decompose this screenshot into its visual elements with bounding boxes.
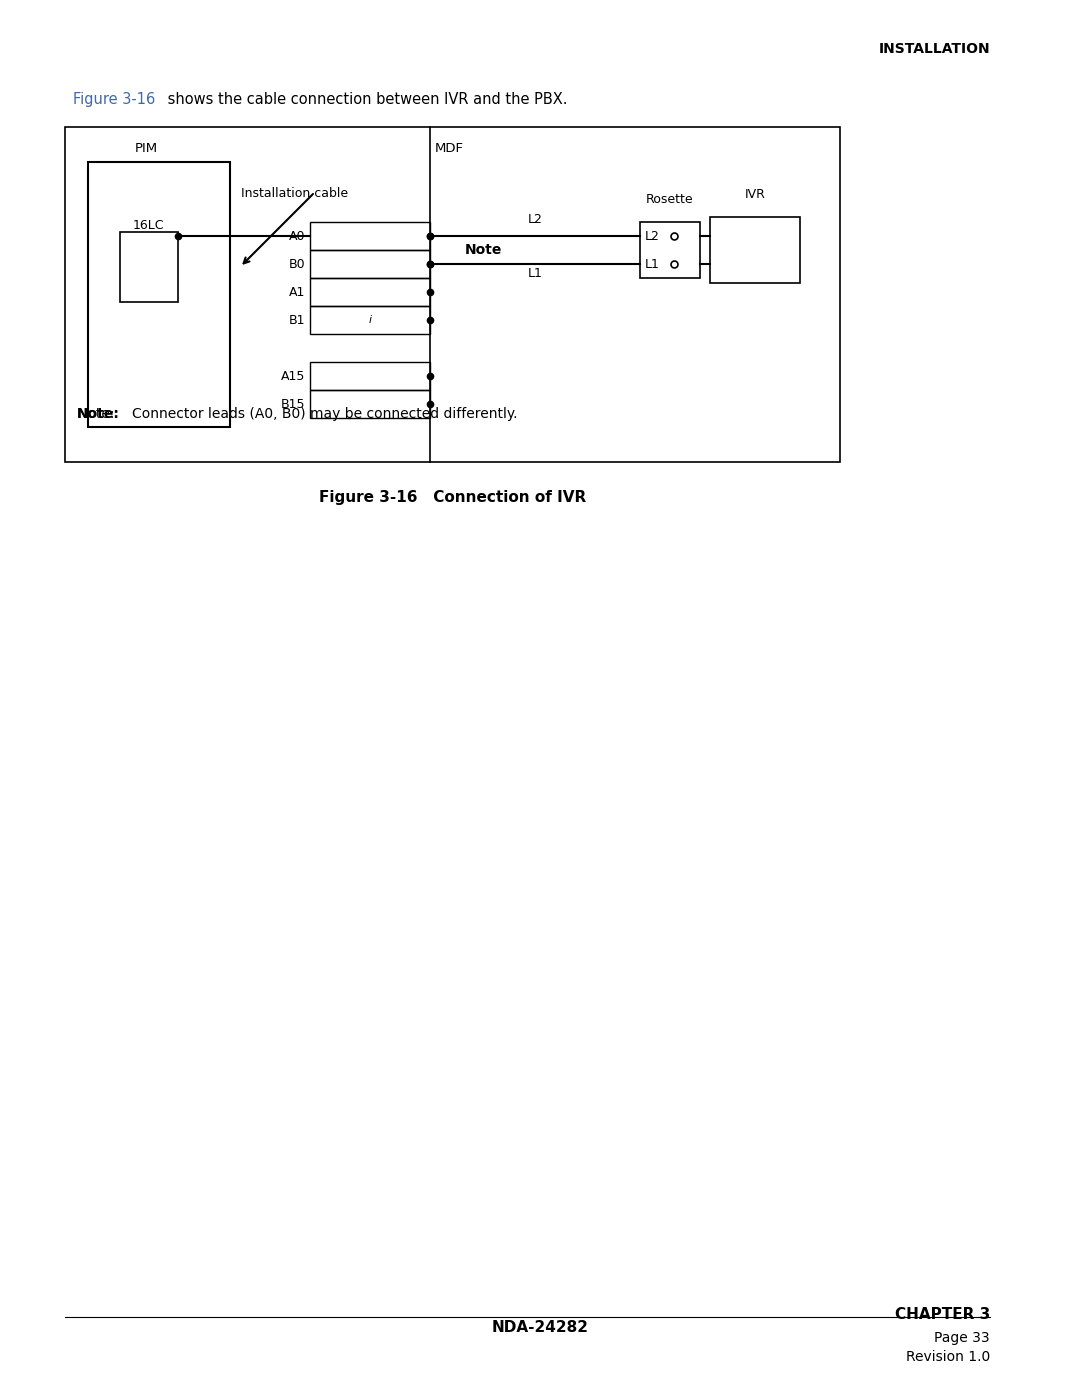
Text: L2: L2 xyxy=(527,212,542,226)
Text: CHAPTER 3: CHAPTER 3 xyxy=(894,1308,990,1322)
Text: L1: L1 xyxy=(527,267,542,279)
Text: A1: A1 xyxy=(288,285,305,299)
Text: Installation cable: Installation cable xyxy=(242,187,349,200)
Text: Note:    Connector leads (A0, B0) may be connected differently.: Note: Connector leads (A0, B0) may be co… xyxy=(77,407,517,420)
Text: INSTALLATION: INSTALLATION xyxy=(878,42,990,56)
Text: Figure 3-16   Connection of IVR: Figure 3-16 Connection of IVR xyxy=(319,490,586,504)
Text: L1: L1 xyxy=(645,257,660,271)
Text: i: i xyxy=(368,314,372,326)
Text: 16LC: 16LC xyxy=(132,219,164,232)
Text: PIM: PIM xyxy=(135,142,158,155)
Text: Page 33: Page 33 xyxy=(934,1331,990,1345)
Text: NDA-24282: NDA-24282 xyxy=(491,1320,589,1336)
Text: A15: A15 xyxy=(281,369,305,383)
Text: MDF: MDF xyxy=(435,142,464,155)
Text: B15: B15 xyxy=(281,398,305,411)
Text: B0: B0 xyxy=(288,257,305,271)
Text: B1: B1 xyxy=(288,313,305,327)
Text: Revision 1.0: Revision 1.0 xyxy=(906,1350,990,1363)
Text: Figure 3-16: Figure 3-16 xyxy=(73,92,156,108)
Text: Note:: Note: xyxy=(77,407,120,420)
Text: L2: L2 xyxy=(645,229,660,243)
Text: IVR: IVR xyxy=(744,189,766,201)
Text: shows the cable connection between IVR and the PBX.: shows the cable connection between IVR a… xyxy=(163,92,567,108)
Text: Note: Note xyxy=(465,243,502,257)
Text: Rosette: Rosette xyxy=(646,193,693,205)
Text: A0: A0 xyxy=(288,229,305,243)
